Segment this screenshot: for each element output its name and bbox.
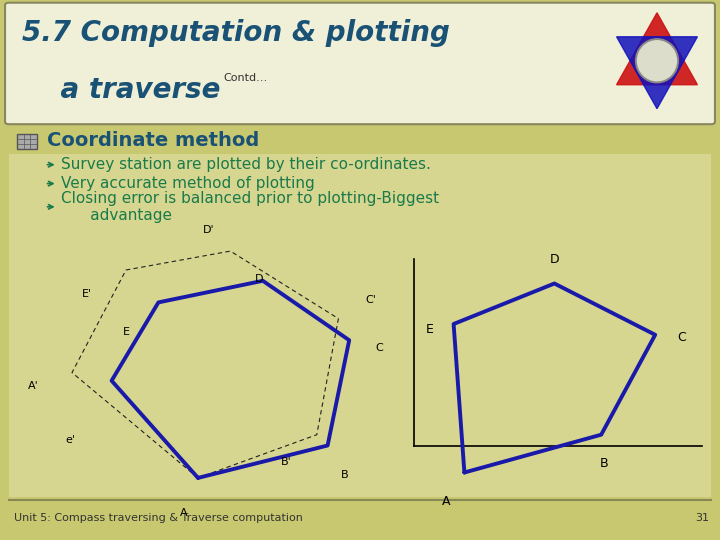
Text: D': D' (203, 225, 215, 235)
Text: B: B (341, 470, 348, 480)
Text: E': E' (82, 289, 92, 299)
Text: Closing error is balanced prior to plotting-Biggest
      advantage: Closing error is balanced prior to plott… (61, 191, 439, 223)
Text: Coordinate method: Coordinate method (47, 131, 259, 151)
Text: Unit 5: Compass traversing & Traverse computation: Unit 5: Compass traversing & Traverse co… (14, 514, 303, 523)
Text: B': B' (281, 457, 291, 468)
Circle shape (638, 40, 677, 80)
Text: A': A' (27, 381, 38, 391)
Text: Very accurate method of plotting: Very accurate method of plotting (61, 176, 315, 191)
Circle shape (636, 39, 678, 83)
Text: C: C (677, 331, 685, 344)
Text: 31: 31 (696, 514, 709, 523)
Text: E: E (122, 327, 130, 337)
Text: 5.7 Computation & plotting: 5.7 Computation & plotting (22, 19, 449, 47)
Text: Survey station are plotted by their co-ordinates.: Survey station are plotted by their co-o… (61, 157, 431, 172)
FancyBboxPatch shape (9, 154, 711, 497)
Text: C': C' (366, 295, 377, 305)
Text: C: C (376, 343, 384, 353)
Text: D: D (549, 253, 559, 266)
Text: e': e' (66, 435, 76, 445)
Text: E: E (426, 323, 433, 336)
Text: Contd…: Contd… (223, 73, 267, 83)
Text: A: A (180, 508, 187, 518)
Text: A: A (441, 495, 450, 508)
Polygon shape (616, 13, 698, 85)
FancyBboxPatch shape (5, 3, 715, 124)
Text: D: D (255, 273, 264, 284)
FancyBboxPatch shape (17, 134, 37, 148)
Polygon shape (616, 37, 698, 109)
Text: a traverse: a traverse (22, 76, 220, 104)
Text: B: B (600, 457, 608, 470)
